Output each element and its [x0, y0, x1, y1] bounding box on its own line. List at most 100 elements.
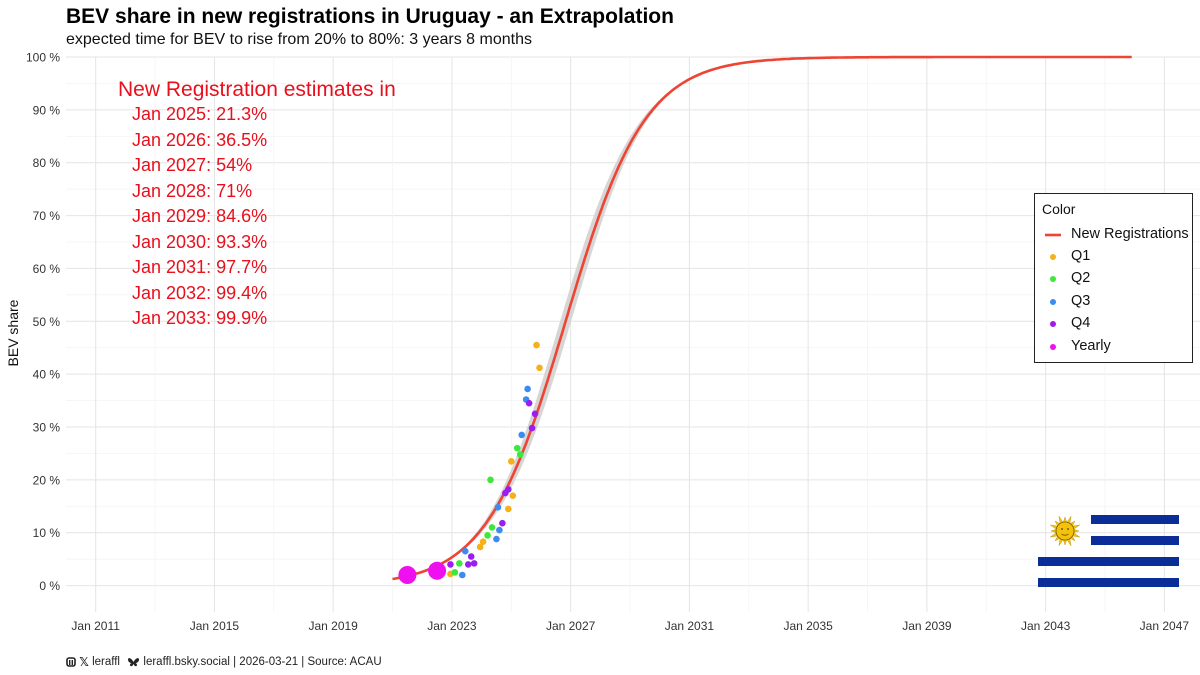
estimate-line: Jan 2025: 21.3%: [132, 104, 268, 124]
quarterly-point: [516, 451, 524, 458]
quarterly-point: [476, 543, 484, 551]
quarterly-point: [496, 526, 503, 534]
quarterly-point: [524, 385, 531, 393]
y-tick-label: 60 %: [33, 262, 61, 276]
estimates-heading: New Registration estimates in: [118, 78, 396, 101]
legend-dot-key: [1050, 321, 1056, 327]
estimate-line: Jan 2030: 93.3%: [132, 231, 268, 252]
footer: 𝕏 leraffl leraffl.bsky.social | 2026-03-…: [66, 655, 382, 669]
x-tick-label: Jan 2043: [1021, 619, 1071, 633]
quarterly-point: [518, 431, 525, 439]
sun-ray: [1063, 516, 1067, 523]
quarterly-point: [499, 519, 506, 527]
quarterly-point: [459, 571, 466, 579]
legend-dot-key: [1050, 344, 1056, 350]
yearly-point: [398, 566, 417, 584]
sun-ray: [1073, 529, 1080, 533]
quarterly-point: [493, 535, 500, 543]
y-axis-label: BEV share: [5, 299, 21, 367]
quarterly-point: [456, 560, 463, 567]
legend-dot-key: [1050, 276, 1056, 282]
uruguay-flag: [1038, 515, 1179, 587]
flag-stripe: [1091, 536, 1179, 545]
legend-line-key: [1045, 233, 1061, 237]
footer-bsky-handle[interactable]: leraffl.bsky.social: [143, 656, 230, 668]
footer-date-source: | 2026-03-21 | Source: ACAU: [233, 656, 382, 668]
quarterly-point: [470, 560, 478, 567]
y-tick-labels: 0 % 10 % 20 % 30 % 40 % 50 % 60 % 70 % 80 % 90 % 1…: [26, 51, 60, 594]
x-tick-label: Jan 2015: [190, 619, 240, 633]
footer-handle[interactable]: leraffl: [92, 656, 120, 668]
chart-title: BEV share in new registrations in Urugua…: [66, 5, 674, 28]
sun-of-may-icon: [1050, 516, 1080, 546]
estimate-line: Jan 2031: 97.7%: [132, 257, 268, 277]
estimate-line: Jan 2028: 71%: [132, 180, 253, 201]
quarterly-point: [507, 458, 515, 465]
quarterly-point: [451, 569, 459, 576]
y-tick-label: 80 %: [33, 156, 61, 170]
legend-dot-key: [1050, 254, 1056, 260]
y-tick-label: 50 %: [33, 315, 61, 329]
quarterly-point: [533, 341, 540, 349]
quarterly-point: [484, 532, 491, 539]
x-tick-label: Jan 2011: [71, 619, 120, 633]
legend-item-q1: Q1: [1035, 247, 1190, 267]
legend-item-q4: Q4: [1035, 314, 1190, 334]
legend-label: New Registrations: [1071, 226, 1189, 242]
chart-subtitle: expected time for BEV to rise from 20% t…: [66, 31, 532, 48]
flag-stripe: [1091, 515, 1179, 524]
quarterly-point: [467, 553, 475, 560]
x-tick-label: Jan 2031: [665, 619, 715, 633]
bluesky-icon: [128, 657, 140, 666]
x-tick-label: Jan 2023: [427, 619, 477, 633]
confidence-band: [392, 57, 1132, 579]
quarterly-point: [509, 492, 517, 500]
legend-item-q2: Q2: [1035, 269, 1190, 289]
legend: Color New Registrations Q1 Q2 Q3 Q4 Year…: [1034, 193, 1193, 363]
quarterly-point: [487, 476, 494, 484]
x-tick-label: Jan 2039: [902, 619, 952, 633]
legend-label: Q4: [1071, 315, 1091, 331]
sun-ray: [1063, 539, 1067, 546]
x-tick-label: Jan 2035: [783, 619, 833, 633]
y-tick-label: 100 %: [26, 51, 60, 65]
flag-stripe: [1038, 557, 1179, 566]
quarterly-point: [447, 561, 454, 568]
legend-title: Color: [1042, 201, 1076, 217]
curve-line: [392, 55, 1132, 581]
legend-label: Q1: [1071, 248, 1091, 264]
y-tick-label: 90 %: [33, 103, 61, 117]
quarterly-point: [505, 486, 512, 493]
x-tick-label: Jan 2027: [546, 619, 596, 633]
estimates-list: Jan 2025: 21.3% Jan 2026: 36.5% Jan 2027…: [118, 102, 396, 332]
estimate-line: Jan 2032: 99.4%: [132, 282, 268, 303]
legend-dot-key: [1050, 299, 1056, 305]
legend-label: Q2: [1071, 270, 1091, 286]
estimate-line: Jan 2033: 99.9%: [132, 308, 268, 328]
sun-ray: [1050, 529, 1057, 533]
yearly-point: [428, 561, 447, 580]
legend-item-q3: Q3: [1035, 292, 1190, 312]
quarterly-point: [488, 524, 496, 531]
legend-label: Q3: [1071, 293, 1091, 309]
quarterly-point: [536, 364, 543, 372]
new-registrations-curve: [392, 55, 1132, 581]
mastodon-icon: [66, 656, 76, 667]
legend-item-yearly: Yearly: [1035, 337, 1190, 357]
data-points: [398, 341, 543, 584]
flag-stripe: [1038, 578, 1179, 587]
legend-label: Yearly: [1071, 338, 1111, 354]
quarterly-point: [525, 399, 533, 407]
quarterly-point: [461, 547, 469, 555]
x-tick-label: Jan 2019: [308, 619, 358, 633]
quarterly-point: [528, 424, 536, 432]
x-icon: 𝕏: [79, 655, 89, 669]
x-tick-label: Jan 2047: [1140, 619, 1190, 633]
x-tick-labels: Jan 2011 Jan 2015 Jan 2019 Jan 2023 Jan 2027…: [71, 619, 1189, 633]
y-tick-label: 0 %: [39, 579, 60, 593]
legend-item-new-registrations: New Registrations: [1035, 225, 1190, 245]
confidence-band-area: [392, 57, 1132, 579]
quarterly-point: [464, 561, 472, 568]
estimate-line: Jan 2029: 84.6%: [132, 206, 268, 226]
quarterly-point: [531, 410, 539, 418]
